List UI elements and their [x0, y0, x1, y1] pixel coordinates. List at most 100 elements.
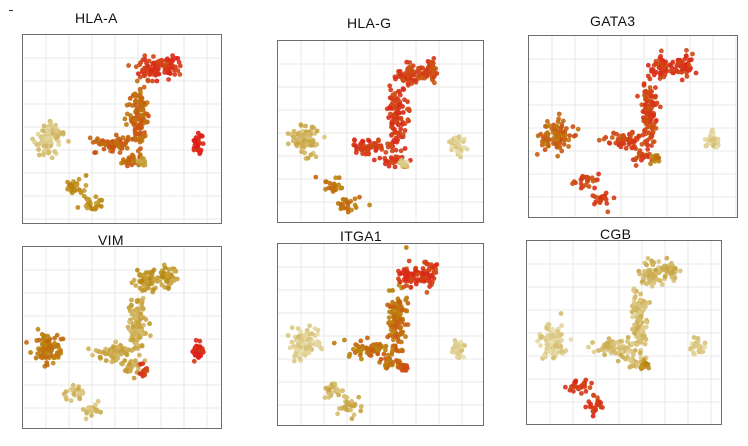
scatter-point-bottom — [594, 195, 600, 201]
scatter-point-stem — [602, 352, 607, 358]
scatter-point-stem — [405, 300, 411, 306]
scatter-point-stem — [143, 120, 149, 125]
scatter-point-arm — [166, 77, 172, 82]
scatter-point-stem — [638, 313, 644, 319]
scatter-point-tip — [646, 365, 652, 371]
scatter-point-stem — [101, 146, 107, 152]
scatter-point-left — [570, 124, 576, 130]
scatter-point-bottom — [326, 394, 332, 400]
scatter-point-stem — [400, 86, 406, 91]
scatter-point-left — [306, 350, 312, 356]
scatter-point-arm — [659, 282, 665, 287]
scatter-point-left — [287, 345, 293, 351]
scatter-point-stem — [647, 85, 653, 90]
scatter-point-left — [35, 131, 41, 137]
scatter-point-right — [696, 348, 702, 354]
scatter-point-stem — [129, 303, 134, 308]
panel-title: GATA3 — [590, 13, 636, 29]
scatter-point-left — [535, 338, 540, 344]
scatter-point-arm — [135, 71, 141, 77]
scatter-point-bottom — [589, 175, 595, 181]
scatter-point-arm — [644, 262, 649, 268]
scatter-point-stem — [625, 349, 631, 354]
scatter-point-bottom — [67, 181, 73, 187]
scatter-point-stem — [398, 148, 404, 154]
scatter-point-bottom — [595, 177, 600, 183]
scatter-point-left — [36, 152, 42, 158]
scatter-point-stem — [393, 147, 399, 153]
scatter-point-left — [554, 334, 560, 340]
scatter-point-stem — [397, 316, 403, 322]
scatter-point-stem — [103, 346, 109, 352]
scatter-point-left — [46, 125, 51, 131]
scatter-point-arm — [427, 279, 433, 285]
scatter-point-stem — [383, 150, 389, 155]
scatter-point-tip — [403, 368, 409, 373]
scatter-point-left — [46, 338, 51, 344]
scatter-point-bottom — [356, 394, 362, 400]
scatter-point-stem — [114, 137, 120, 143]
scatter-point-left — [39, 135, 45, 141]
scatter-point-arm — [645, 73, 651, 79]
scatter-point-left — [24, 340, 29, 345]
scatter-point-arm — [406, 258, 412, 264]
scatter-point-stem — [133, 331, 138, 337]
scatter-point-left — [316, 342, 322, 348]
scatter-point-right — [688, 346, 693, 352]
scatter-point-stem — [392, 91, 398, 96]
scatter-point-left — [566, 137, 572, 143]
scatter-point-arm — [175, 68, 181, 73]
scatter-point-stem — [139, 103, 145, 108]
scatter-point-stem — [381, 351, 387, 357]
scatter-point-arm — [405, 67, 410, 72]
scatter-point-left — [551, 355, 556, 361]
scatter-point-arm — [148, 68, 154, 73]
scatter-point-stem — [620, 354, 626, 360]
scatter-point-right — [199, 133, 205, 139]
scatter-point-stem — [130, 159, 136, 164]
scatter-point-tip — [399, 367, 405, 373]
scatter-point-stem — [397, 332, 403, 337]
scatter-point-stem — [122, 116, 128, 122]
scatter-point-arm — [420, 71, 426, 77]
scatter-svg — [278, 41, 483, 222]
scatter-point-stem — [637, 297, 643, 303]
scatter-svg — [23, 35, 221, 223]
scatter-point-stem — [403, 334, 408, 340]
scatter-point-stem — [627, 138, 633, 144]
scatter-point-arm — [643, 272, 649, 278]
scatter-point-bottom — [340, 388, 346, 393]
scatter-point-stem — [391, 315, 397, 320]
scatter-point-stem — [90, 352, 95, 358]
scatter-point-stem — [96, 141, 102, 147]
scatter-point-stem — [134, 324, 140, 329]
scatter-point-bottom — [71, 179, 76, 185]
scatter-point-left — [46, 149, 52, 155]
scatter-point-bottom — [75, 386, 81, 392]
scatter-point-left — [36, 142, 41, 147]
scatter-point-left — [571, 133, 577, 139]
scatter-point-stem — [652, 95, 658, 100]
scatter-point-stem — [640, 153, 645, 159]
scatter-point-left — [560, 129, 566, 135]
scatter-point-stem — [637, 350, 643, 356]
scatter-point-stem — [389, 148, 395, 154]
scatter-point-stem — [385, 334, 391, 340]
scatter-point-right — [456, 351, 461, 357]
scatter-point-stem — [654, 100, 660, 106]
scatter-point-stem — [127, 96, 133, 101]
scatter-point-stem — [638, 340, 644, 345]
scatter-point-bottom — [591, 393, 596, 398]
scatter-point-arm — [409, 67, 414, 73]
scatter-point-bottom — [63, 394, 69, 400]
scatter-point-stem — [140, 113, 146, 119]
scatter-point-stem — [122, 358, 128, 363]
scatter-point-stem — [134, 78, 140, 84]
scatter-point-stem — [383, 363, 388, 369]
scatter-point-bottom — [93, 402, 98, 408]
scatter-point-stem — [635, 334, 641, 339]
scatter-point-stem — [126, 63, 131, 68]
scatter-point-bottom — [69, 386, 75, 392]
scatter-point-left — [301, 142, 306, 148]
scatter-point-arm — [687, 57, 693, 63]
